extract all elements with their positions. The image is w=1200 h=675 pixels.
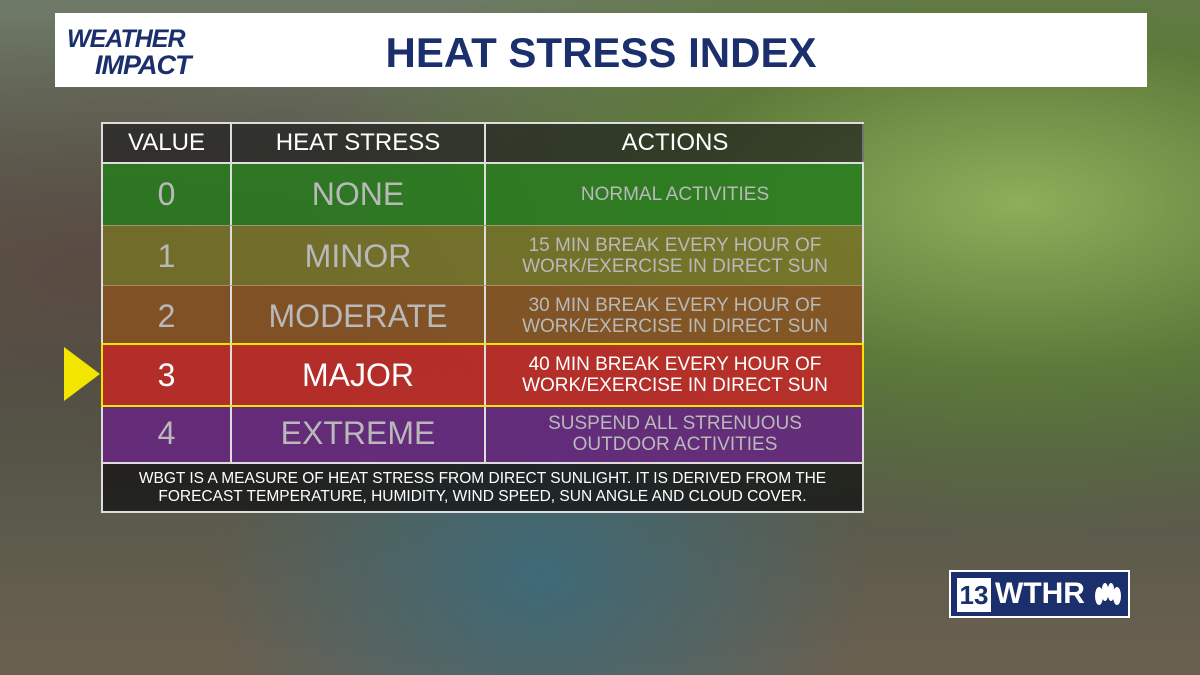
arrow-shape bbox=[64, 347, 100, 401]
level-cell: MINOR bbox=[232, 226, 486, 286]
column-header: VALUE bbox=[103, 124, 232, 164]
action-cell: 15 MIN BREAK EVERY HOUR OF WORK/EXERCISE… bbox=[522, 235, 828, 277]
table-row: 0 NONE NORMAL ACTIVITIES bbox=[103, 164, 862, 225]
value-cell: 2 bbox=[103, 286, 232, 346]
action-cell: NORMAL ACTIVITIES bbox=[580, 184, 770, 205]
value-cell: 4 bbox=[103, 405, 232, 462]
table-row: 2 MODERATE 30 MIN BREAK EVERY HOUR OF WO… bbox=[103, 285, 862, 346]
column-header: ACTIONS bbox=[486, 124, 864, 164]
channel-number: 13 bbox=[957, 578, 991, 612]
station-logo: 13 WTHR bbox=[949, 570, 1130, 618]
table-row: 1 MINOR 15 MIN BREAK EVERY HOUR OF WORK/… bbox=[103, 225, 862, 286]
level-cell: NONE bbox=[232, 164, 486, 225]
header-row: VALUE HEAT STRESS ACTIONS bbox=[103, 124, 864, 164]
value-cell: 1 bbox=[103, 226, 232, 286]
peacock-icon bbox=[1095, 583, 1121, 605]
pointer-arrow bbox=[64, 347, 100, 401]
level-cell: MAJOR bbox=[232, 345, 486, 405]
level-cell: MODERATE bbox=[232, 286, 486, 346]
header-bar: WEATHER IMPACT HEAT STRESS INDEX bbox=[55, 13, 1147, 87]
table: VALUE HEAT STRESS ACTIONS 0 NONE NORMAL … bbox=[101, 122, 864, 513]
action-cell: 30 MIN BREAK EVERY HOUR OF WORK/EXERCISE… bbox=[522, 295, 828, 337]
table-row: 4 EXTREME SUSPEND ALL STRENUOUS OUTDOOR … bbox=[103, 405, 862, 462]
title: HEAT STRESS INDEX bbox=[385, 29, 817, 76]
action-cell: 40 MIN BREAK EVERY HOUR OF WORK/EXERCISE… bbox=[522, 354, 828, 396]
value-cell: 3 bbox=[103, 345, 232, 405]
logo-text: IMPACT bbox=[95, 50, 191, 80]
action-cell: SUSPEND ALL STRENUOUS OUTDOOR ACTIVITIES bbox=[548, 412, 802, 455]
station-name: WTHR bbox=[995, 577, 1085, 610]
footnote: WBGT IS A MEASURE OF HEAT STRESS FROM DI… bbox=[103, 462, 862, 511]
logo-text: WEATHER bbox=[67, 25, 186, 53]
highlighted-row: 3 MAJOR 40 MIN BREAK EVERY HOUR OF WORK/… bbox=[101, 343, 864, 407]
column-header: HEAT STRESS bbox=[232, 124, 486, 164]
value-cell: 0 bbox=[103, 164, 232, 225]
level-cell: EXTREME bbox=[232, 405, 486, 462]
